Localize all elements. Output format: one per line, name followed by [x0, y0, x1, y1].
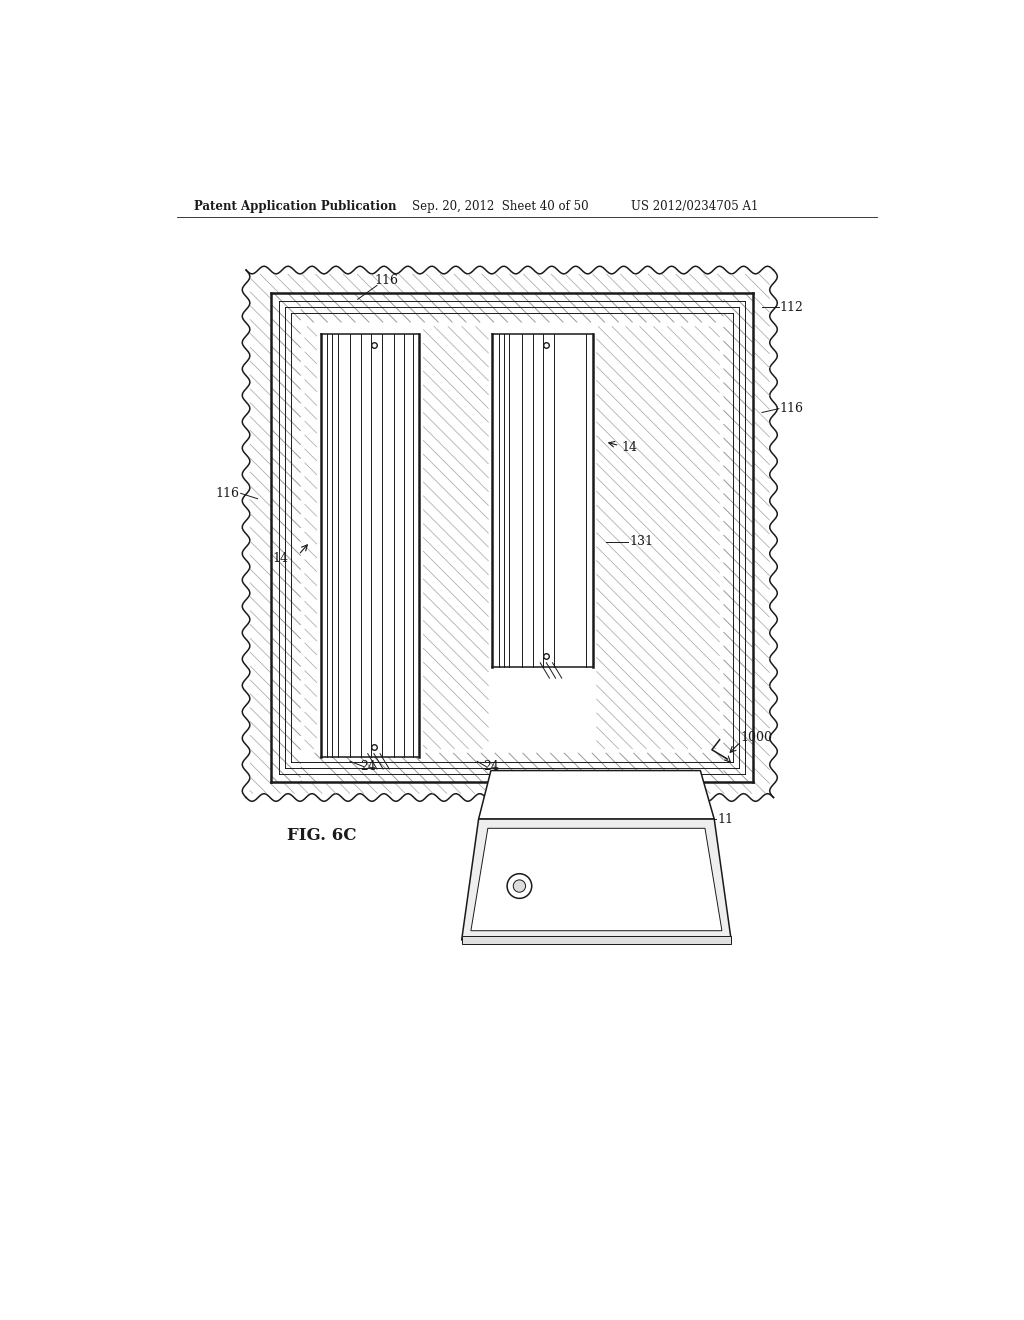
Polygon shape: [462, 818, 731, 940]
Text: Sep. 20, 2012  Sheet 40 of 50: Sep. 20, 2012 Sheet 40 of 50: [412, 199, 588, 213]
Text: 116: 116: [216, 487, 240, 500]
Text: 116: 116: [779, 403, 804, 416]
Polygon shape: [462, 936, 731, 944]
Text: 131: 131: [630, 536, 653, 548]
Text: 24: 24: [360, 760, 376, 774]
Text: 14: 14: [622, 441, 638, 454]
Text: 112: 112: [779, 301, 804, 314]
Text: 116: 116: [374, 273, 398, 286]
Circle shape: [513, 880, 525, 892]
Bar: [321, 334, 419, 758]
Text: 100: 100: [479, 883, 503, 896]
Text: Patent Application Publication: Patent Application Publication: [194, 199, 396, 213]
Text: 1000: 1000: [740, 731, 772, 744]
Circle shape: [507, 874, 531, 899]
Text: 14: 14: [272, 552, 289, 565]
Text: US 2012/0234705 A1: US 2012/0234705 A1: [631, 199, 759, 213]
Text: FIG. 6C: FIG. 6C: [287, 828, 356, 845]
Bar: [493, 334, 593, 667]
Bar: [271, 293, 753, 781]
Polygon shape: [478, 771, 714, 818]
Text: 24: 24: [483, 760, 499, 774]
Polygon shape: [471, 829, 722, 931]
Text: 11: 11: [717, 813, 733, 825]
